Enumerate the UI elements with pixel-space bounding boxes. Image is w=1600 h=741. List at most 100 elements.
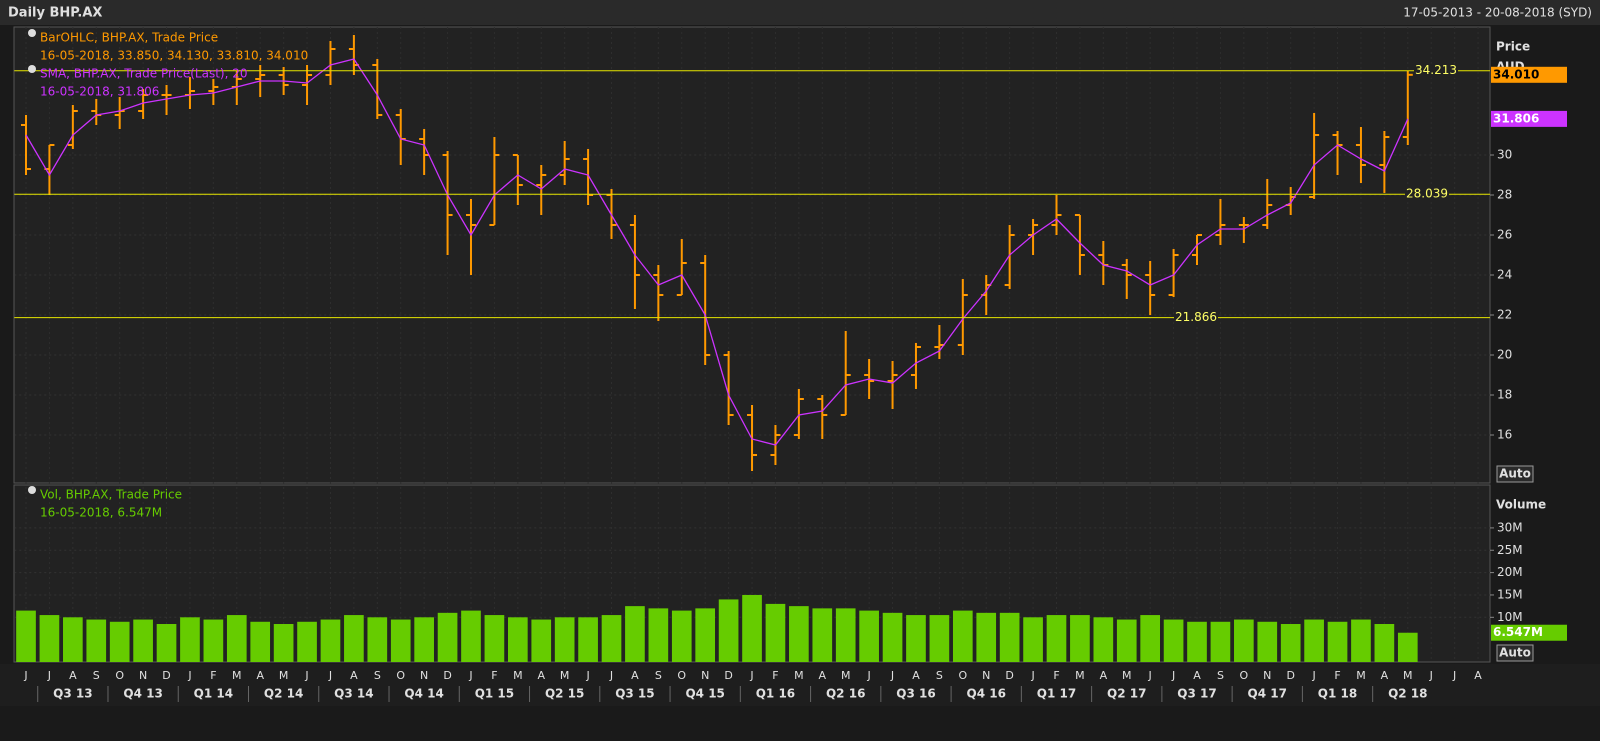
x-tick-label: M bbox=[841, 669, 851, 682]
x-tick-label: J bbox=[328, 669, 332, 682]
legend-toggle[interactable] bbox=[28, 29, 36, 37]
x-tick-label: M bbox=[1403, 669, 1413, 682]
legend-name: BarOHLC, BHP.AX, Trade Price bbox=[40, 31, 218, 45]
volume-bar bbox=[742, 594, 762, 662]
volume-bar bbox=[180, 617, 200, 662]
legend-name: SMA, BHP.AX, Trade Price(Last), 20 bbox=[40, 67, 248, 81]
x-tick-label: J bbox=[1429, 669, 1433, 682]
label-background bbox=[1414, 63, 1458, 78]
x-tick-label: J bbox=[867, 669, 871, 682]
quarter-label: Q4 15 bbox=[685, 687, 724, 701]
quarter-label: Q2 14 bbox=[264, 687, 303, 701]
volume-bar bbox=[882, 612, 903, 662]
volume-bar bbox=[1187, 621, 1207, 662]
volume-bar bbox=[109, 621, 130, 662]
quarter-label: Q2 15 bbox=[545, 687, 584, 701]
volume-bar bbox=[578, 617, 598, 662]
volume-bar bbox=[1234, 619, 1254, 662]
volume-bar bbox=[1304, 619, 1324, 662]
volume-bar bbox=[648, 608, 669, 662]
volume-bar bbox=[601, 615, 622, 662]
volume-bar bbox=[203, 619, 224, 662]
y-tick-label: 16 bbox=[1497, 428, 1512, 442]
quarter-label: Q4 17 bbox=[1248, 687, 1287, 701]
volume-bar bbox=[156, 624, 177, 662]
auto-button[interactable] bbox=[1496, 644, 1534, 662]
quarter-label: Q2 17 bbox=[1107, 687, 1146, 701]
x-tick-label: A bbox=[912, 669, 920, 682]
volume-bar bbox=[437, 612, 458, 662]
x-tick-label: J bbox=[47, 669, 51, 682]
volume-bar bbox=[718, 599, 739, 662]
volume-bar bbox=[39, 615, 60, 662]
quarter-label: Q3 15 bbox=[615, 687, 654, 701]
x-tick-label: M bbox=[794, 669, 804, 682]
volume-bar bbox=[344, 615, 364, 662]
value-tag bbox=[1491, 110, 1567, 127]
volume-bar bbox=[16, 610, 36, 662]
x-axis-strip bbox=[0, 664, 1600, 706]
volume-bar bbox=[1327, 621, 1348, 662]
x-tick-label: O bbox=[396, 669, 405, 682]
x-tick-label: A bbox=[1193, 669, 1201, 682]
x-tick-label: J bbox=[1171, 669, 1175, 682]
x-tick-label: S bbox=[1217, 669, 1224, 682]
volume-bar bbox=[461, 610, 481, 662]
x-tick-label: D bbox=[1005, 669, 1013, 682]
legend-toggle[interactable] bbox=[28, 486, 36, 494]
quarter-label: Q1 14 bbox=[194, 687, 233, 701]
auto-button-label[interactable]: Auto bbox=[1499, 467, 1531, 481]
quarter-label: Q4 13 bbox=[123, 687, 162, 701]
volume-bar bbox=[1257, 621, 1278, 662]
x-tick-label: M bbox=[1356, 669, 1366, 682]
x-tick-label: O bbox=[958, 669, 967, 682]
y-tick-label: 10M bbox=[1497, 610, 1523, 624]
volume-bar bbox=[554, 617, 575, 662]
x-tick-label: A bbox=[1474, 669, 1482, 682]
x-tick-label: M bbox=[560, 669, 570, 682]
volume-bar bbox=[484, 615, 505, 662]
volume-bar bbox=[1070, 615, 1090, 662]
volume-bar bbox=[320, 619, 341, 662]
y-tick-label: 30 bbox=[1497, 148, 1512, 162]
volume-bar bbox=[1140, 615, 1161, 662]
volume-bar bbox=[133, 619, 153, 662]
volume-bar bbox=[507, 617, 528, 662]
x-tick-label: J bbox=[1311, 669, 1315, 682]
volume-bar bbox=[414, 617, 434, 662]
volume-bar bbox=[976, 612, 997, 662]
y-tick-label: 18 bbox=[1497, 388, 1512, 402]
date-range: 17-05-2013 - 20-08-2018 (SYD) bbox=[1403, 6, 1592, 20]
x-tick-label: M bbox=[1075, 669, 1085, 682]
y-tick-label: 20 bbox=[1497, 348, 1512, 362]
volume-bar bbox=[1351, 619, 1371, 662]
y-tick-label: 26 bbox=[1497, 228, 1512, 242]
volume-bar bbox=[1093, 617, 1114, 662]
auto-button-label[interactable]: Auto bbox=[1499, 646, 1531, 660]
x-tick-label: J bbox=[1452, 669, 1456, 682]
legend-name: Vol, BHP.AX, Trade Price bbox=[40, 488, 182, 502]
y-tick-label: 24 bbox=[1497, 268, 1512, 282]
volume-bar bbox=[390, 619, 411, 662]
x-tick-label: O bbox=[1240, 669, 1249, 682]
header-bar bbox=[0, 0, 1600, 25]
x-tick-label: F bbox=[210, 669, 216, 682]
x-tick-label: N bbox=[1263, 669, 1271, 682]
auto-button[interactable] bbox=[1496, 465, 1534, 483]
volume-bar bbox=[367, 617, 388, 662]
volume-bar bbox=[1210, 621, 1231, 662]
x-tick-label: A bbox=[537, 669, 545, 682]
x-tick-label: D bbox=[162, 669, 170, 682]
label-background bbox=[1405, 187, 1449, 202]
y-tick-label: 15M bbox=[1497, 587, 1523, 601]
x-tick-label: S bbox=[655, 669, 662, 682]
value-tag-label: 31.806 bbox=[1493, 111, 1539, 125]
legend-toggle[interactable] bbox=[28, 65, 36, 73]
x-tick-label: N bbox=[139, 669, 147, 682]
volume-bar bbox=[929, 615, 950, 662]
volume-bar bbox=[789, 606, 809, 662]
legend-readout: 16-05-2018, 6.547M bbox=[40, 506, 162, 520]
y-tick-label: 20M bbox=[1497, 565, 1523, 579]
volume-bar bbox=[1280, 624, 1301, 662]
